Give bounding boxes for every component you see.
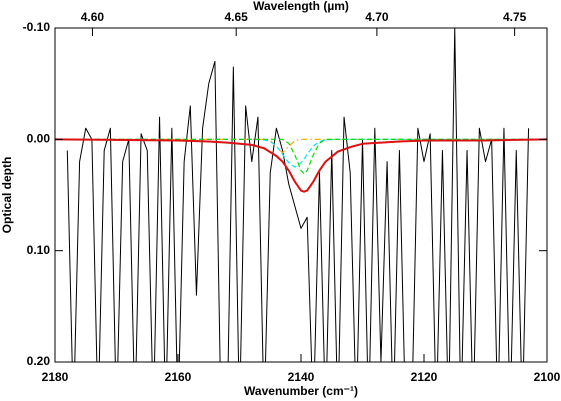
- y-tick-label: 0.20: [27, 354, 51, 368]
- x-tick-label: 2120: [411, 370, 438, 384]
- y-axis-label: Optical depth: [0, 157, 14, 234]
- x2-tick-label: 4.65: [225, 10, 249, 24]
- y-tick-label: 0.10: [27, 243, 51, 257]
- x-axis-label: Wavenumber (cm⁻¹): [244, 384, 358, 398]
- x-tick-label: 2180: [42, 370, 69, 384]
- spectrum-line: [55, 138, 547, 193]
- x2-tick-label: 4.60: [81, 10, 105, 24]
- x-tick-label: 2140: [288, 370, 315, 384]
- plot-lines: [55, 28, 547, 362]
- x2-tick-label: 4.75: [503, 10, 527, 24]
- spectrum-line: [55, 138, 547, 175]
- spectrum-line: [66, 28, 530, 362]
- plot-frame: [54, 27, 548, 363]
- y-tick-label: 0.00: [27, 132, 51, 146]
- x-tick-label: 2100: [534, 370, 561, 384]
- x2-tick-label: 4.70: [365, 10, 389, 24]
- x-tick-label: 2160: [165, 370, 192, 384]
- x2-axis-label: Wavelength (µm): [253, 0, 349, 13]
- y-tick-label: -0.10: [23, 20, 51, 34]
